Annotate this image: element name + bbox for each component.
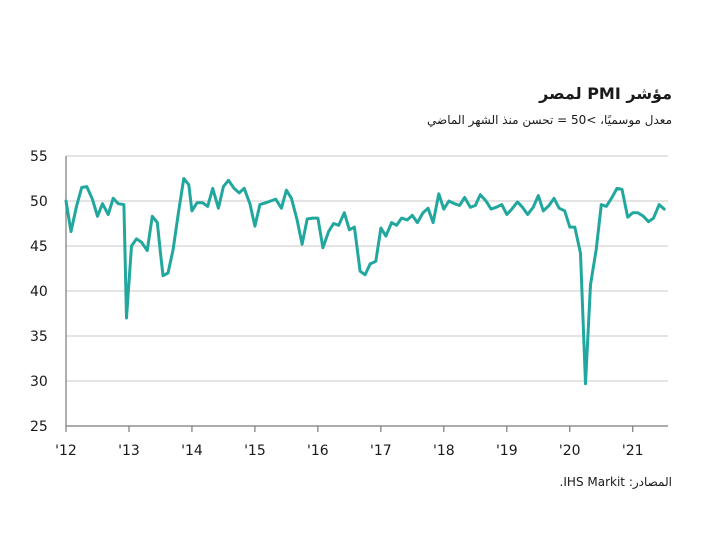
x-tick-label: '13	[118, 443, 140, 459]
y-tick-label: 40	[30, 284, 48, 300]
y-tick-label: 30	[30, 374, 48, 390]
chart-title: مؤشر PMI لمصر	[539, 84, 672, 103]
y-tick-label: 35	[30, 329, 48, 345]
x-tick-label: '12	[55, 443, 77, 459]
x-tick-label: '15	[244, 443, 266, 459]
x-tick-label: '19	[496, 443, 518, 459]
x-tick-label: '18	[433, 443, 455, 459]
x-tick-label: '21	[622, 443, 644, 459]
y-tick-label: 25	[30, 419, 48, 435]
y-tick-label: 45	[30, 239, 48, 255]
y-tick-label: 55	[30, 149, 48, 165]
x-tick-label: '17	[370, 443, 392, 459]
chart-source: المصادر: IHS Markit.	[559, 475, 672, 489]
x-tick-label: '16	[307, 443, 329, 459]
y-tick-label: 50	[30, 194, 48, 210]
series-line	[64, 177, 666, 386]
x-tick-label: '20	[559, 443, 581, 459]
x-tick-label: '14	[181, 443, 203, 459]
chart-subtitle: معدل موسميًا، >50 = تحسن منذ الشهر الماض…	[427, 113, 672, 127]
